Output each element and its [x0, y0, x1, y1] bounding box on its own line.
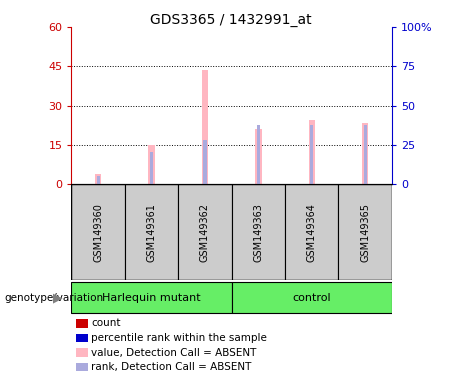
- Bar: [71, 282, 231, 313]
- Text: GSM149364: GSM149364: [307, 203, 317, 262]
- Bar: [202, 70, 208, 184]
- Text: count: count: [91, 318, 121, 328]
- Bar: [95, 174, 101, 184]
- Bar: [150, 152, 153, 184]
- Text: rank, Detection Call = ABSENT: rank, Detection Call = ABSENT: [91, 362, 252, 372]
- Text: GSM149362: GSM149362: [200, 203, 210, 262]
- Text: genotype/variation: genotype/variation: [5, 293, 104, 303]
- Bar: [148, 145, 155, 184]
- Bar: [285, 184, 338, 280]
- Bar: [310, 125, 313, 184]
- Text: GSM149360: GSM149360: [93, 203, 103, 262]
- Text: Harlequin mutant: Harlequin mutant: [102, 293, 201, 303]
- Text: control: control: [292, 293, 331, 303]
- Bar: [362, 122, 368, 184]
- Text: GSM149365: GSM149365: [360, 203, 370, 262]
- Bar: [338, 184, 392, 280]
- Bar: [125, 184, 178, 280]
- Bar: [364, 125, 367, 184]
- Text: value, Detection Call = ABSENT: value, Detection Call = ABSENT: [91, 348, 257, 358]
- Text: GSM149363: GSM149363: [254, 203, 263, 262]
- Bar: [178, 184, 231, 280]
- Bar: [96, 177, 100, 184]
- Text: percentile rank within the sample: percentile rank within the sample: [91, 333, 267, 343]
- Bar: [71, 184, 125, 280]
- Bar: [231, 282, 392, 313]
- Text: GSM149361: GSM149361: [147, 203, 157, 262]
- Bar: [231, 184, 285, 280]
- Bar: [255, 129, 261, 184]
- Bar: [203, 140, 207, 184]
- Text: ▶: ▶: [53, 291, 62, 304]
- Text: GDS3365 / 1432991_at: GDS3365 / 1432991_at: [150, 13, 311, 27]
- Bar: [257, 125, 260, 184]
- Bar: [308, 120, 315, 184]
